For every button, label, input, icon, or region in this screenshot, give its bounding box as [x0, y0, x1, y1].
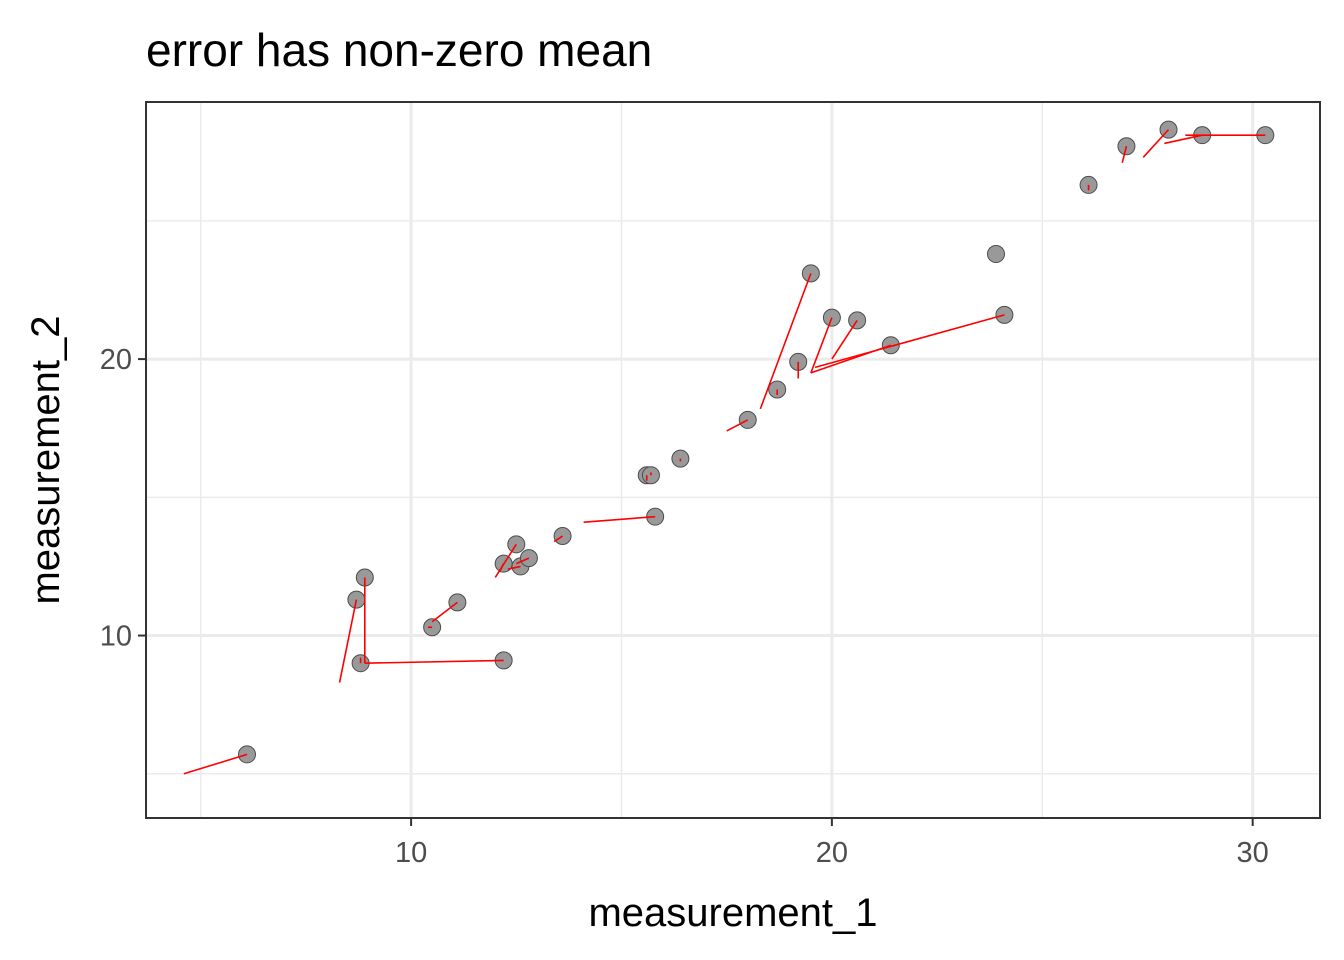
error-segment [1142, 129, 1170, 158]
error-segment [810, 317, 833, 374]
x-axis-title: measurement_1 [588, 891, 877, 935]
error-segment [1164, 134, 1203, 145]
panel-border [145, 101, 1321, 819]
x-tick-label: 30 [1237, 837, 1269, 869]
error-segment [183, 753, 248, 775]
y-tick-label: 10 [100, 621, 132, 653]
error-segment [507, 565, 521, 570]
error-segment [726, 419, 749, 432]
x-tick-label: 10 [395, 837, 427, 869]
error-segment [583, 515, 656, 523]
error-segment [515, 557, 530, 565]
error-segment [494, 543, 517, 578]
error-segment [1121, 146, 1128, 164]
error-segments [183, 129, 1266, 775]
major-gridlines [146, 102, 1320, 818]
data-point [986, 245, 1005, 264]
y-tick-label: 20 [100, 344, 132, 376]
error-segment [814, 314, 1005, 369]
minor-gridlines [146, 102, 1320, 818]
error-segment [759, 273, 812, 410]
error-segment [431, 601, 458, 623]
y-axis: 10 20 [100, 344, 146, 653]
x-tick-label: 20 [816, 837, 848, 869]
error-segment [553, 535, 564, 543]
y-axis-title: measurement_2 [24, 315, 68, 604]
plot-panel [146, 102, 1320, 818]
x-axis: 10 20 30 [395, 818, 1269, 869]
chart-title: error has non-zero mean [146, 24, 652, 76]
error-segment [338, 599, 358, 683]
error-segment [831, 319, 858, 360]
error-segment [364, 659, 504, 664]
